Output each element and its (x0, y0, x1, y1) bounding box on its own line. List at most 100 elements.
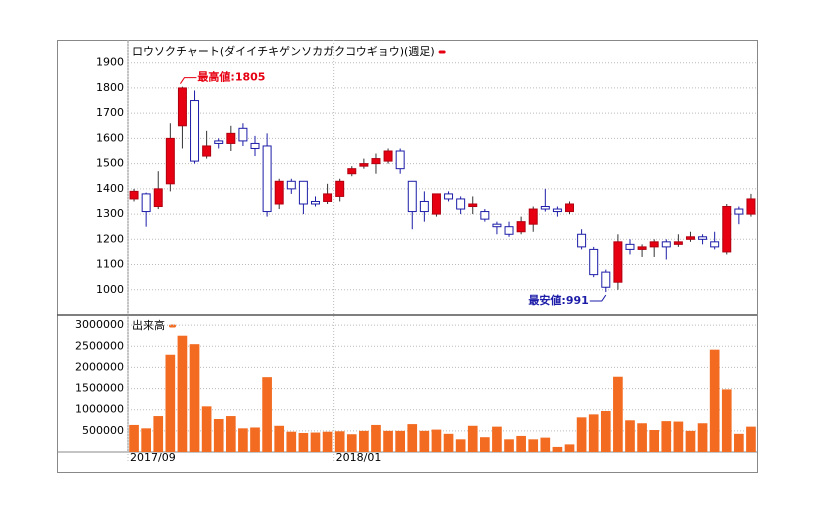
price-legend: ロウソクチャート(ダイイチキゲンソカガクコウギョウ)(週足) (132, 44, 435, 58)
candle-body (565, 203, 575, 213)
volume-bar (274, 425, 285, 452)
candle-body (456, 198, 466, 210)
volume-bar (564, 444, 575, 452)
volume-bar (419, 430, 430, 452)
candle-body (492, 223, 502, 228)
volume-bar (201, 406, 212, 452)
candle-body (625, 243, 635, 250)
candle-body (698, 236, 708, 240)
candle-body (577, 233, 587, 248)
y-tick-label: 1400 (96, 182, 124, 195)
candle-body (262, 145, 272, 213)
volume-bar (637, 423, 647, 452)
volume-bar (746, 426, 756, 452)
candle-body (310, 200, 320, 205)
y-tick-label: 3000000 (75, 318, 124, 331)
volume-bar (310, 432, 321, 452)
y-tick-label: 1900 (96, 56, 124, 69)
y-tick-label: 1700 (96, 106, 124, 119)
y-tick-label: 500000 (82, 424, 124, 437)
y-tick-label: 1800 (96, 81, 124, 94)
volume-bar (504, 439, 514, 452)
candle-body (129, 190, 139, 200)
candle-body (226, 132, 236, 144)
volume-bar (225, 416, 236, 452)
y-tick-label: 1000000 (75, 403, 124, 416)
candle-body (685, 236, 695, 240)
volume-bar (492, 426, 502, 452)
volume-bar (673, 421, 684, 452)
frame (57, 40, 758, 473)
candle-body (298, 180, 308, 205)
candle-body (190, 100, 200, 162)
volume-bar (721, 389, 732, 452)
volume-bar (189, 344, 200, 452)
volume-bar (685, 430, 696, 452)
volume-bar (540, 437, 551, 452)
candle-body (468, 203, 478, 208)
candle-body (661, 241, 671, 248)
volume-bar (383, 430, 393, 452)
volume-bar (371, 424, 381, 452)
volume-legend: 出来高 (132, 318, 165, 332)
volume-bar (395, 430, 406, 452)
volume-bar (407, 424, 418, 452)
candle-body (407, 180, 417, 213)
volume-bar (455, 439, 466, 452)
candle-body (528, 208, 538, 225)
volume-bar (649, 430, 660, 452)
volume-bar (238, 428, 248, 452)
candle-body (601, 271, 611, 288)
candle-body (323, 193, 333, 202)
volume-bar (322, 431, 333, 452)
candle-body (286, 180, 296, 190)
y-tick-label: 1500000 (75, 382, 124, 395)
candle-body (238, 127, 248, 142)
volume-bar (552, 446, 563, 452)
candle-body (153, 188, 163, 208)
volume-bar (588, 414, 599, 452)
candle-body (214, 140, 224, 144)
candle-body (274, 180, 284, 205)
volume-bar (431, 429, 442, 452)
volume-bar (709, 349, 720, 452)
candle-body (444, 193, 454, 200)
x-tick-label: 2018/01 (336, 451, 382, 464)
candle-body (202, 145, 212, 157)
candle-body (613, 241, 623, 283)
x-tick-label: 2017/09 (130, 451, 176, 464)
volume-bar (697, 423, 708, 452)
candle-body (165, 137, 175, 185)
annotation: 最安値:991 (528, 293, 588, 307)
volume-bar (443, 433, 454, 452)
volume-bar (177, 335, 188, 452)
volume-bar (600, 410, 611, 452)
y-tick-label: 1600 (96, 131, 124, 144)
volume-bar (661, 421, 672, 452)
candle-body (383, 150, 393, 162)
candle-body (540, 206, 550, 210)
candle-body (589, 248, 599, 276)
y-tick-label: 1100 (96, 258, 124, 271)
y-tick-label: 1300 (96, 207, 124, 220)
volume-bar (165, 354, 176, 452)
annotation-arrow (180, 77, 197, 84)
volume-bar (613, 376, 623, 452)
legend-swatch (438, 50, 446, 54)
candle-body (552, 208, 562, 213)
candle-body (710, 241, 720, 248)
volume-bar (734, 433, 744, 452)
candle-body (734, 208, 744, 215)
candle-body (141, 193, 151, 213)
candle-body (673, 241, 683, 245)
candle-body (250, 142, 260, 149)
candle-body (371, 158, 381, 165)
candle-body (177, 87, 187, 127)
volume-bar (262, 377, 272, 452)
annotation-arrow (589, 294, 607, 302)
volume-bar (286, 431, 297, 452)
volume-bar (346, 434, 357, 452)
volume-bar (141, 428, 151, 452)
candle-body (419, 200, 429, 213)
